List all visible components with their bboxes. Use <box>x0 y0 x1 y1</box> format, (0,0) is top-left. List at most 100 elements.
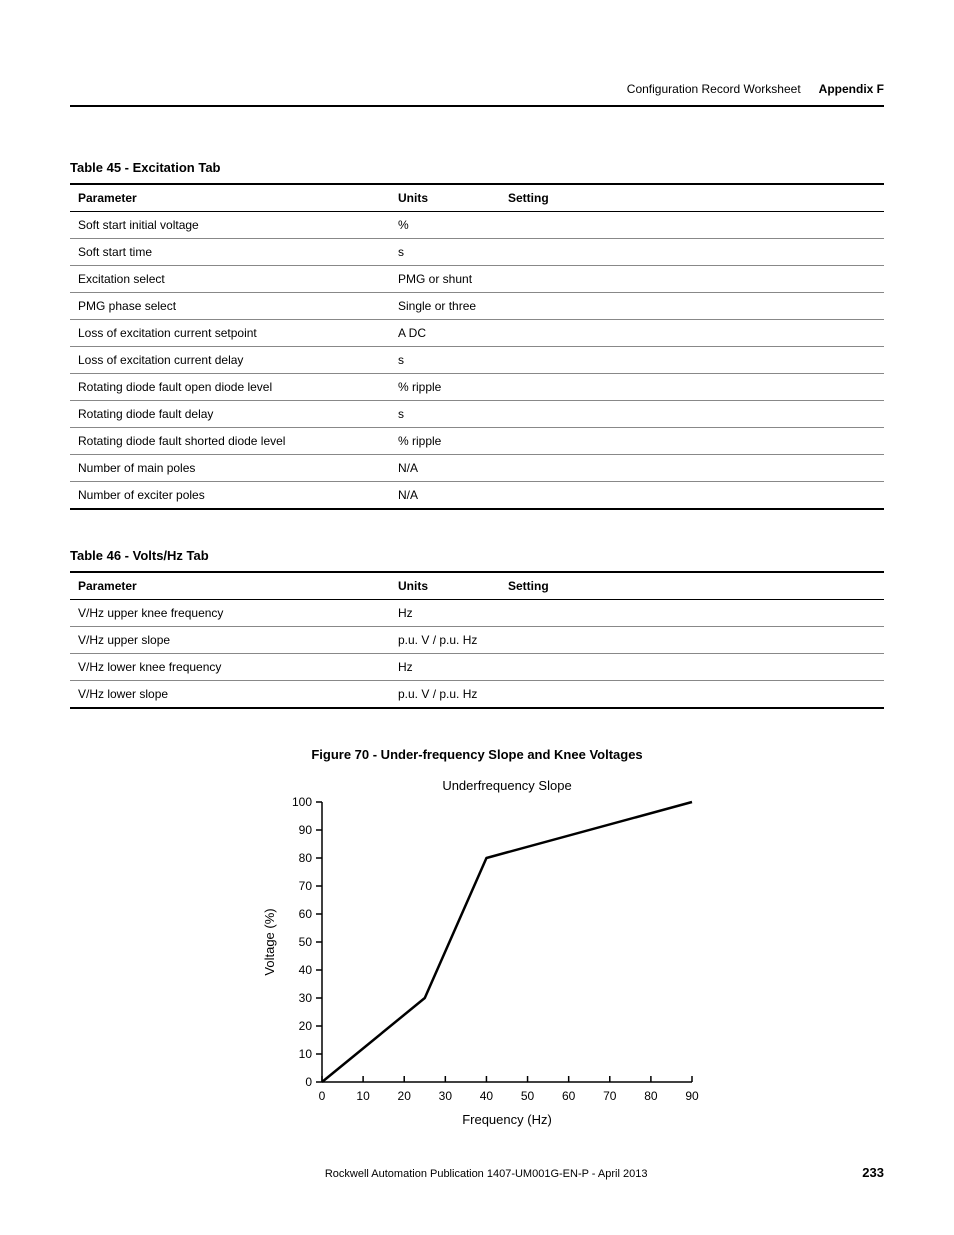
table45-cell <box>500 293 884 320</box>
table45-col-parameter: Parameter <box>70 184 390 212</box>
table46-cell <box>500 681 884 709</box>
header-section: Configuration Record Worksheet <box>627 82 801 96</box>
table45-cell: % ripple <box>390 374 500 401</box>
table45-cell <box>500 212 884 239</box>
table45-col-units: Units <box>390 184 500 212</box>
svg-text:40: 40 <box>480 1089 494 1103</box>
table45-cell <box>500 482 884 510</box>
table45-row: Loss of excitation current delays <box>70 347 884 374</box>
table45-cell: s <box>390 401 500 428</box>
svg-text:20: 20 <box>398 1089 412 1103</box>
svg-text:10: 10 <box>356 1089 370 1103</box>
table46-cell <box>500 600 884 627</box>
table45-row: Number of main polesN/A <box>70 455 884 482</box>
table45-cell: % ripple <box>390 428 500 455</box>
table45-cell: N/A <box>390 482 500 510</box>
table45-row: Rotating diode fault shorted diode level… <box>70 428 884 455</box>
chart-container: Underfrequency Slope 0 10 20 30 40 50 60 70 80 90 1… <box>70 772 884 1142</box>
svg-text:50: 50 <box>521 1089 535 1103</box>
header-rule <box>70 105 884 107</box>
table45-cell <box>500 455 884 482</box>
footer-page-number: 233 <box>862 1165 884 1180</box>
figure-title: Figure 70 - Under-frequency Slope and Kn… <box>70 747 884 762</box>
table46-cell <box>500 654 884 681</box>
table45-cell: Loss of excitation current delay <box>70 347 390 374</box>
table46-row: V/Hz upper knee frequencyHz <box>70 600 884 627</box>
table45-cell: N/A <box>390 455 500 482</box>
table45-cell: PMG or shunt <box>390 266 500 293</box>
table46-title: Table 46 - Volts/Hz Tab <box>70 548 884 563</box>
svg-text:80: 80 <box>299 851 313 865</box>
table45-cell <box>500 320 884 347</box>
table45-header-row: Parameter Units Setting <box>70 184 884 212</box>
svg-text:20: 20 <box>299 1019 313 1033</box>
table46-col-parameter: Parameter <box>70 572 390 600</box>
svg-text:50: 50 <box>299 935 313 949</box>
table46-cell: Hz <box>390 600 500 627</box>
header-appendix: Appendix F <box>819 82 884 96</box>
table45-cell: Loss of excitation current setpoint <box>70 320 390 347</box>
table45-row: Soft start initial voltage% <box>70 212 884 239</box>
table45-cell: PMG phase select <box>70 293 390 320</box>
table46-cell: V/Hz upper slope <box>70 627 390 654</box>
table45-title: Table 45 - Excitation Tab <box>70 160 884 175</box>
table45-cell <box>500 374 884 401</box>
table45-row: Rotating diode fault open diode level% r… <box>70 374 884 401</box>
svg-text:Underfrequency Slope: Underfrequency Slope <box>442 778 571 793</box>
table45-cell: Excitation select <box>70 266 390 293</box>
svg-text:30: 30 <box>439 1089 453 1103</box>
table45-cell <box>500 266 884 293</box>
svg-text:90: 90 <box>685 1089 699 1103</box>
page-header: Configuration Record Worksheet Appendix … <box>627 82 884 96</box>
table45-cell: Soft start time <box>70 239 390 266</box>
table46-cell: p.u. V / p.u. Hz <box>390 627 500 654</box>
table46-row: V/Hz upper slopep.u. V / p.u. Hz <box>70 627 884 654</box>
table45-cell: Single or three <box>390 293 500 320</box>
table45-cell <box>500 347 884 374</box>
table46-cell <box>500 627 884 654</box>
svg-text:60: 60 <box>562 1089 576 1103</box>
table45: Parameter Units Setting Soft start initi… <box>70 183 884 510</box>
table45-cell: Number of exciter poles <box>70 482 390 510</box>
table45-cell: Number of main poles <box>70 455 390 482</box>
table46-cell: V/Hz upper knee frequency <box>70 600 390 627</box>
table45-cell: s <box>390 347 500 374</box>
table45-row: Number of exciter polesN/A <box>70 482 884 510</box>
table45-cell: A DC <box>390 320 500 347</box>
table45-row: Excitation selectPMG or shunt <box>70 266 884 293</box>
table46-col-setting: Setting <box>500 572 884 600</box>
page-content: Table 45 - Excitation Tab Parameter Unit… <box>70 160 884 1142</box>
svg-text:70: 70 <box>299 879 313 893</box>
svg-text:30: 30 <box>299 991 313 1005</box>
svg-text:40: 40 <box>299 963 313 977</box>
table45-row: PMG phase selectSingle or three <box>70 293 884 320</box>
svg-text:100: 100 <box>292 795 312 809</box>
table45-cell <box>500 401 884 428</box>
table46-row: V/Hz lower knee frequencyHz <box>70 654 884 681</box>
table45-cell <box>500 239 884 266</box>
svg-text:Frequency (Hz): Frequency (Hz) <box>462 1112 552 1127</box>
svg-text:10: 10 <box>299 1047 313 1061</box>
table45-row: Loss of excitation current setpointA DC <box>70 320 884 347</box>
svg-text:60: 60 <box>299 907 313 921</box>
table46-cell: p.u. V / p.u. Hz <box>390 681 500 709</box>
table46-row: V/Hz lower slopep.u. V / p.u. Hz <box>70 681 884 709</box>
svg-text:90: 90 <box>299 823 313 837</box>
table45-cell: Rotating diode fault delay <box>70 401 390 428</box>
underfrequency-chart: Underfrequency Slope 0 10 20 30 40 50 60 70 80 90 1… <box>252 772 702 1142</box>
svg-text:Voltage (%): Voltage (%) <box>262 908 277 975</box>
table46-header-row: Parameter Units Setting <box>70 572 884 600</box>
table46: Parameter Units Setting V/Hz upper knee … <box>70 571 884 709</box>
svg-text:0: 0 <box>319 1089 326 1103</box>
table45-cell: Rotating diode fault open diode level <box>70 374 390 401</box>
table46-col-units: Units <box>390 572 500 600</box>
page-footer: Rockwell Automation Publication 1407-UM0… <box>70 1165 884 1180</box>
table45-row: Soft start times <box>70 239 884 266</box>
table46-cell: V/Hz lower knee frequency <box>70 654 390 681</box>
svg-text:80: 80 <box>644 1089 658 1103</box>
table46-cell: V/Hz lower slope <box>70 681 390 709</box>
svg-text:0: 0 <box>305 1075 312 1089</box>
table45-cell <box>500 428 884 455</box>
svg-text:70: 70 <box>603 1089 617 1103</box>
table45-col-setting: Setting <box>500 184 884 212</box>
